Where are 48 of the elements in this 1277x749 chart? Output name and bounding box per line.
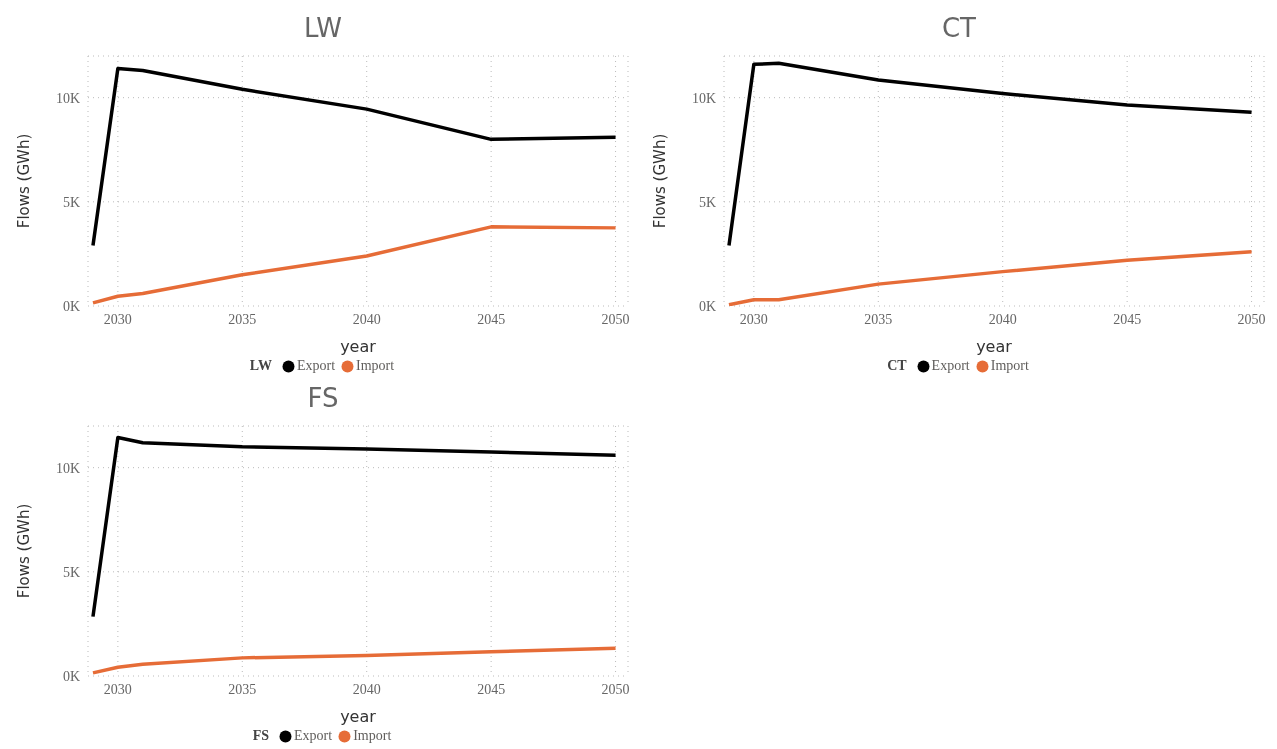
x-tick-label: 2040	[352, 311, 381, 327]
legend-label: Export	[294, 728, 333, 744]
x-tick-label: 2045	[477, 681, 506, 697]
legend-label: Import	[356, 358, 395, 374]
legend-label: Import	[353, 728, 392, 744]
x-tick-label: 2050	[1237, 311, 1266, 327]
x-axis-title: year	[340, 707, 377, 726]
y-tick-label: 5K	[62, 194, 80, 210]
y-tick-label: 10K	[55, 90, 80, 106]
y-tick-label: 5K	[62, 564, 80, 580]
x-tick-label: 2035	[864, 311, 893, 327]
y-tick-label: 0K	[62, 668, 80, 684]
y-axis-title: Flows (GWh)	[15, 133, 34, 229]
x-tick-label: 2050	[601, 681, 630, 697]
x-tick-label: 2035	[228, 681, 257, 697]
line-series	[91, 225, 618, 305]
legend-title: CT	[887, 358, 907, 374]
y-tick-label: 10K	[55, 460, 80, 476]
x-tick-label: 2035	[228, 311, 257, 327]
line-series	[727, 250, 1254, 306]
chart-title: LW	[303, 12, 343, 45]
legend-label: Export	[931, 358, 970, 374]
x-axis-title: year	[340, 337, 377, 356]
y-tick-label: 0K	[698, 298, 716, 314]
x-tick-label: 2040	[988, 311, 1017, 327]
x-tick-label: 2045	[477, 311, 506, 327]
x-tick-label: 2030	[103, 681, 132, 697]
chart-title: CT	[940, 12, 977, 45]
line-series	[91, 646, 618, 675]
x-tick-label: 2040	[352, 681, 381, 697]
y-axis-title: Flows (GWh)	[15, 503, 34, 599]
y-tick-label: 10K	[691, 90, 716, 106]
legend-label: Export	[296, 358, 336, 374]
line-series	[727, 61, 1254, 248]
x-tick-label: 2050	[601, 311, 630, 327]
line-series	[91, 435, 618, 619]
y-tick-label: 5K	[698, 194, 716, 210]
x-tick-label: 2045	[1113, 311, 1142, 327]
line-series	[91, 66, 618, 248]
x-tick-label: 2030	[103, 311, 132, 327]
y-tick-label: 0K	[62, 298, 80, 314]
legend-title: LW	[249, 358, 272, 374]
legend-title: FS	[252, 728, 270, 744]
x-axis-title: year	[976, 337, 1013, 356]
chart-title: FS	[306, 382, 340, 415]
legend-label: Import	[990, 358, 1029, 374]
x-tick-label: 2030	[739, 311, 768, 327]
y-axis-title: Flows (GWh)	[651, 133, 670, 229]
